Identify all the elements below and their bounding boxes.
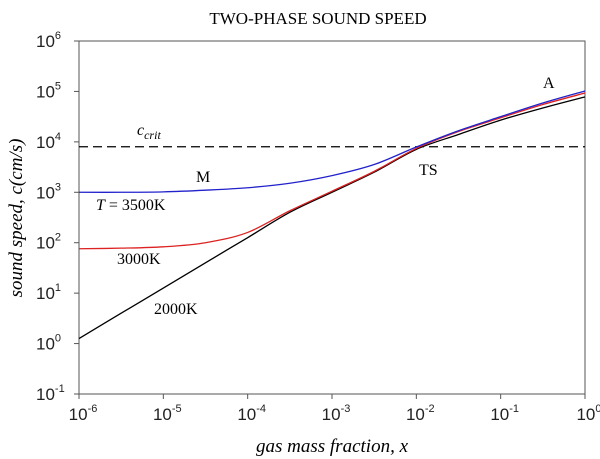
ccrit-label: ccrit — [137, 122, 161, 142]
y-tick-label: 102 — [36, 232, 61, 253]
x-tick-label: 10-3 — [322, 403, 351, 424]
series-line-2000k — [78, 96, 586, 340]
chart-title: TWO-PHASE SOUND SPEED — [209, 9, 426, 28]
annotation-t3500: T = 3500K — [96, 197, 166, 214]
y-axis-label: sound speed, c(cm/s) — [6, 139, 27, 298]
y-tick-label: 10-1 — [36, 383, 65, 404]
x-tick-label: 10-6 — [69, 403, 98, 424]
annotation-ts: TS — [419, 162, 438, 179]
y-tick-label: 100 — [36, 333, 61, 354]
x-tick-label: 10-2 — [406, 403, 435, 424]
annotation-t3000: 3000K — [117, 251, 161, 268]
x-tick-label: 100 — [576, 403, 600, 424]
ticks: 10-6 10-5 10-4 10-3 10-2 10-1 100 10-1 100 101 102… — [36, 30, 600, 424]
plot-frame — [78, 40, 586, 395]
axes — [78, 40, 586, 395]
series-lines — [78, 90, 586, 340]
series-line-t-3500k — [78, 90, 586, 193]
annotation-a: A — [543, 75, 555, 92]
y-tick-label: 105 — [36, 80, 61, 101]
x-tick-label: 10-1 — [490, 403, 519, 424]
series-line-3000k — [78, 92, 586, 250]
y-tick-label: 101 — [36, 282, 61, 303]
annotation-t2000: 2000K — [154, 301, 198, 318]
x-tick-label: 10-5 — [153, 403, 182, 424]
y-tick-label: 104 — [36, 131, 61, 152]
x-axis-label: gas mass fraction, x — [256, 436, 409, 457]
y-tick-label: 106 — [36, 30, 61, 51]
annotation-m: M — [196, 169, 210, 186]
y-tick-label: 103 — [36, 181, 61, 202]
x-tick-label: 10-4 — [237, 403, 266, 424]
